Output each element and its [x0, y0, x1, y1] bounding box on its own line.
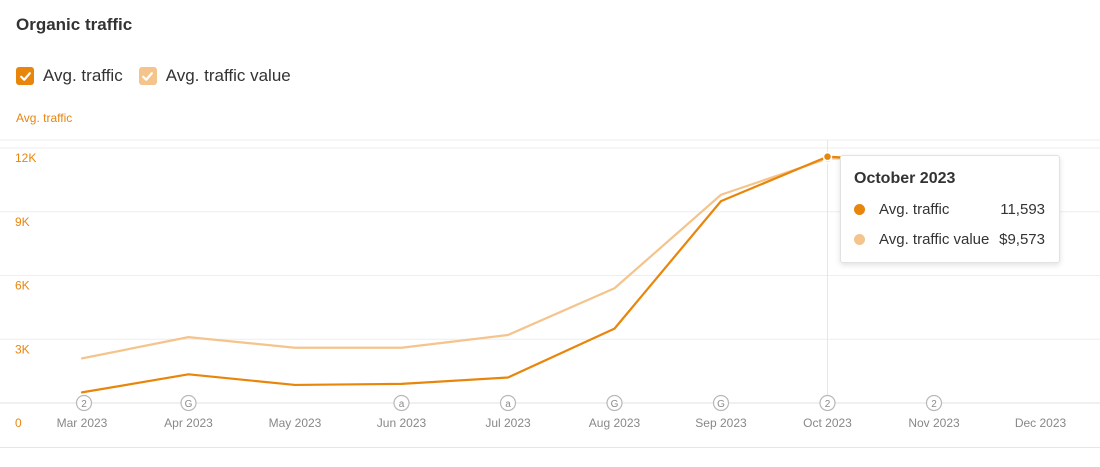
annotation-marker-icon	[393, 394, 410, 412]
annotation-marker-label: G	[717, 399, 725, 410]
tooltip: October 2023 Avg. traffic 11,593 Avg. tr…	[840, 155, 1060, 263]
annotation-marker-icon	[75, 394, 93, 412]
legend-label: Avg. traffic value	[165, 66, 291, 85]
y-tick-label: 0	[15, 416, 22, 430]
annotation-marker-icon	[925, 394, 943, 412]
legend-item-avg-traffic-value[interactable]: Avg. traffic value	[138, 66, 291, 86]
annotation-marker-icon	[712, 394, 730, 412]
annotation-marker-icon	[499, 394, 517, 412]
checkbox-icon[interactable]	[138, 67, 157, 85]
x-tick-label: Apr 2023	[164, 416, 213, 430]
data-point	[822, 151, 833, 162]
annotation-marker-label: G	[611, 399, 619, 410]
tooltip-row-avg-traffic: Avg. traffic 11,593	[854, 199, 1045, 219]
x-tick-label: Nov 2023	[908, 416, 960, 430]
legend: Avg. traffic Avg. traffic value	[16, 66, 307, 86]
series-dot-icon	[854, 233, 865, 245]
checkbox-icon[interactable]	[16, 67, 34, 85]
annotation-marker-icon	[819, 394, 836, 412]
annotation-marker-label: 2	[931, 399, 937, 410]
annotation-marker-label: G	[185, 399, 193, 410]
bottom-divider	[0, 447, 1100, 448]
x-tick-label: Jul 2023	[485, 416, 531, 430]
y-tick-label: 12K	[15, 151, 36, 165]
y-tick-label: 6K	[15, 279, 30, 293]
x-tick-label: Oct 2023	[803, 416, 852, 430]
x-tick-label: Aug 2023	[589, 416, 641, 430]
x-tick-label: Jun 2023	[377, 416, 427, 430]
x-tick-label: Dec 2023	[1015, 416, 1067, 430]
y-axis-title: Avg. traffic	[16, 111, 73, 125]
chart-title: Organic traffic	[16, 15, 133, 34]
legend-item-avg-traffic[interactable]: Avg. traffic	[16, 66, 123, 86]
legend-label: Avg. traffic	[43, 66, 123, 85]
x-tick-label: Sep 2023	[695, 416, 747, 430]
tooltip-label: Avg. traffic	[879, 200, 950, 218]
annotation-marker-label: a	[399, 399, 405, 410]
annotation-marker-icon	[606, 394, 623, 412]
tooltip-title: October 2023	[854, 170, 956, 187]
tooltip-value: $9,573	[999, 230, 1045, 248]
tooltip-row-avg-traffic-value: Avg. traffic value $9,573	[854, 229, 1045, 249]
series-dot-icon	[854, 203, 865, 215]
annotation-marker-label: a	[505, 399, 511, 410]
tooltip-value: 11,593	[1000, 200, 1045, 218]
annotation-marker-label: 2	[825, 399, 831, 410]
x-tick-label: Mar 2023	[57, 416, 108, 430]
tooltip-label: Avg. traffic value	[879, 230, 990, 248]
x-tick-label: May 2023	[269, 416, 322, 430]
annotation-marker-label: 2	[81, 399, 87, 410]
y-tick-label: 3K	[15, 342, 30, 356]
y-tick-label: 9K	[15, 215, 30, 229]
annotation-marker-icon	[180, 394, 197, 412]
